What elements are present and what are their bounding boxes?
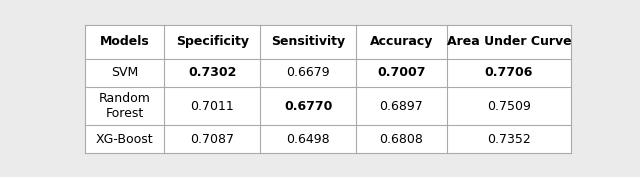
Text: 0.6808: 0.6808 [380,133,424,146]
Text: Area Under Curve: Area Under Curve [447,35,571,48]
Text: Models: Models [100,35,149,48]
Text: Random
Forest: Random Forest [99,92,150,120]
Text: 0.7509: 0.7509 [487,99,531,113]
Text: 0.6770: 0.6770 [284,99,332,113]
Text: 0.6498: 0.6498 [287,133,330,146]
Text: Sensitivity: Sensitivity [271,35,346,48]
Text: 0.6679: 0.6679 [287,66,330,79]
Text: 0.7302: 0.7302 [188,66,236,79]
Text: SVM: SVM [111,66,138,79]
Text: 0.7011: 0.7011 [190,99,234,113]
Text: XG-Boost: XG-Boost [96,133,154,146]
Text: 0.6897: 0.6897 [380,99,423,113]
Text: Specificity: Specificity [175,35,248,48]
Text: 0.7352: 0.7352 [487,133,531,146]
Text: 0.7706: 0.7706 [484,66,533,79]
Text: 0.7087: 0.7087 [190,133,234,146]
Text: Accuracy: Accuracy [370,35,433,48]
Text: 0.7007: 0.7007 [377,66,426,79]
